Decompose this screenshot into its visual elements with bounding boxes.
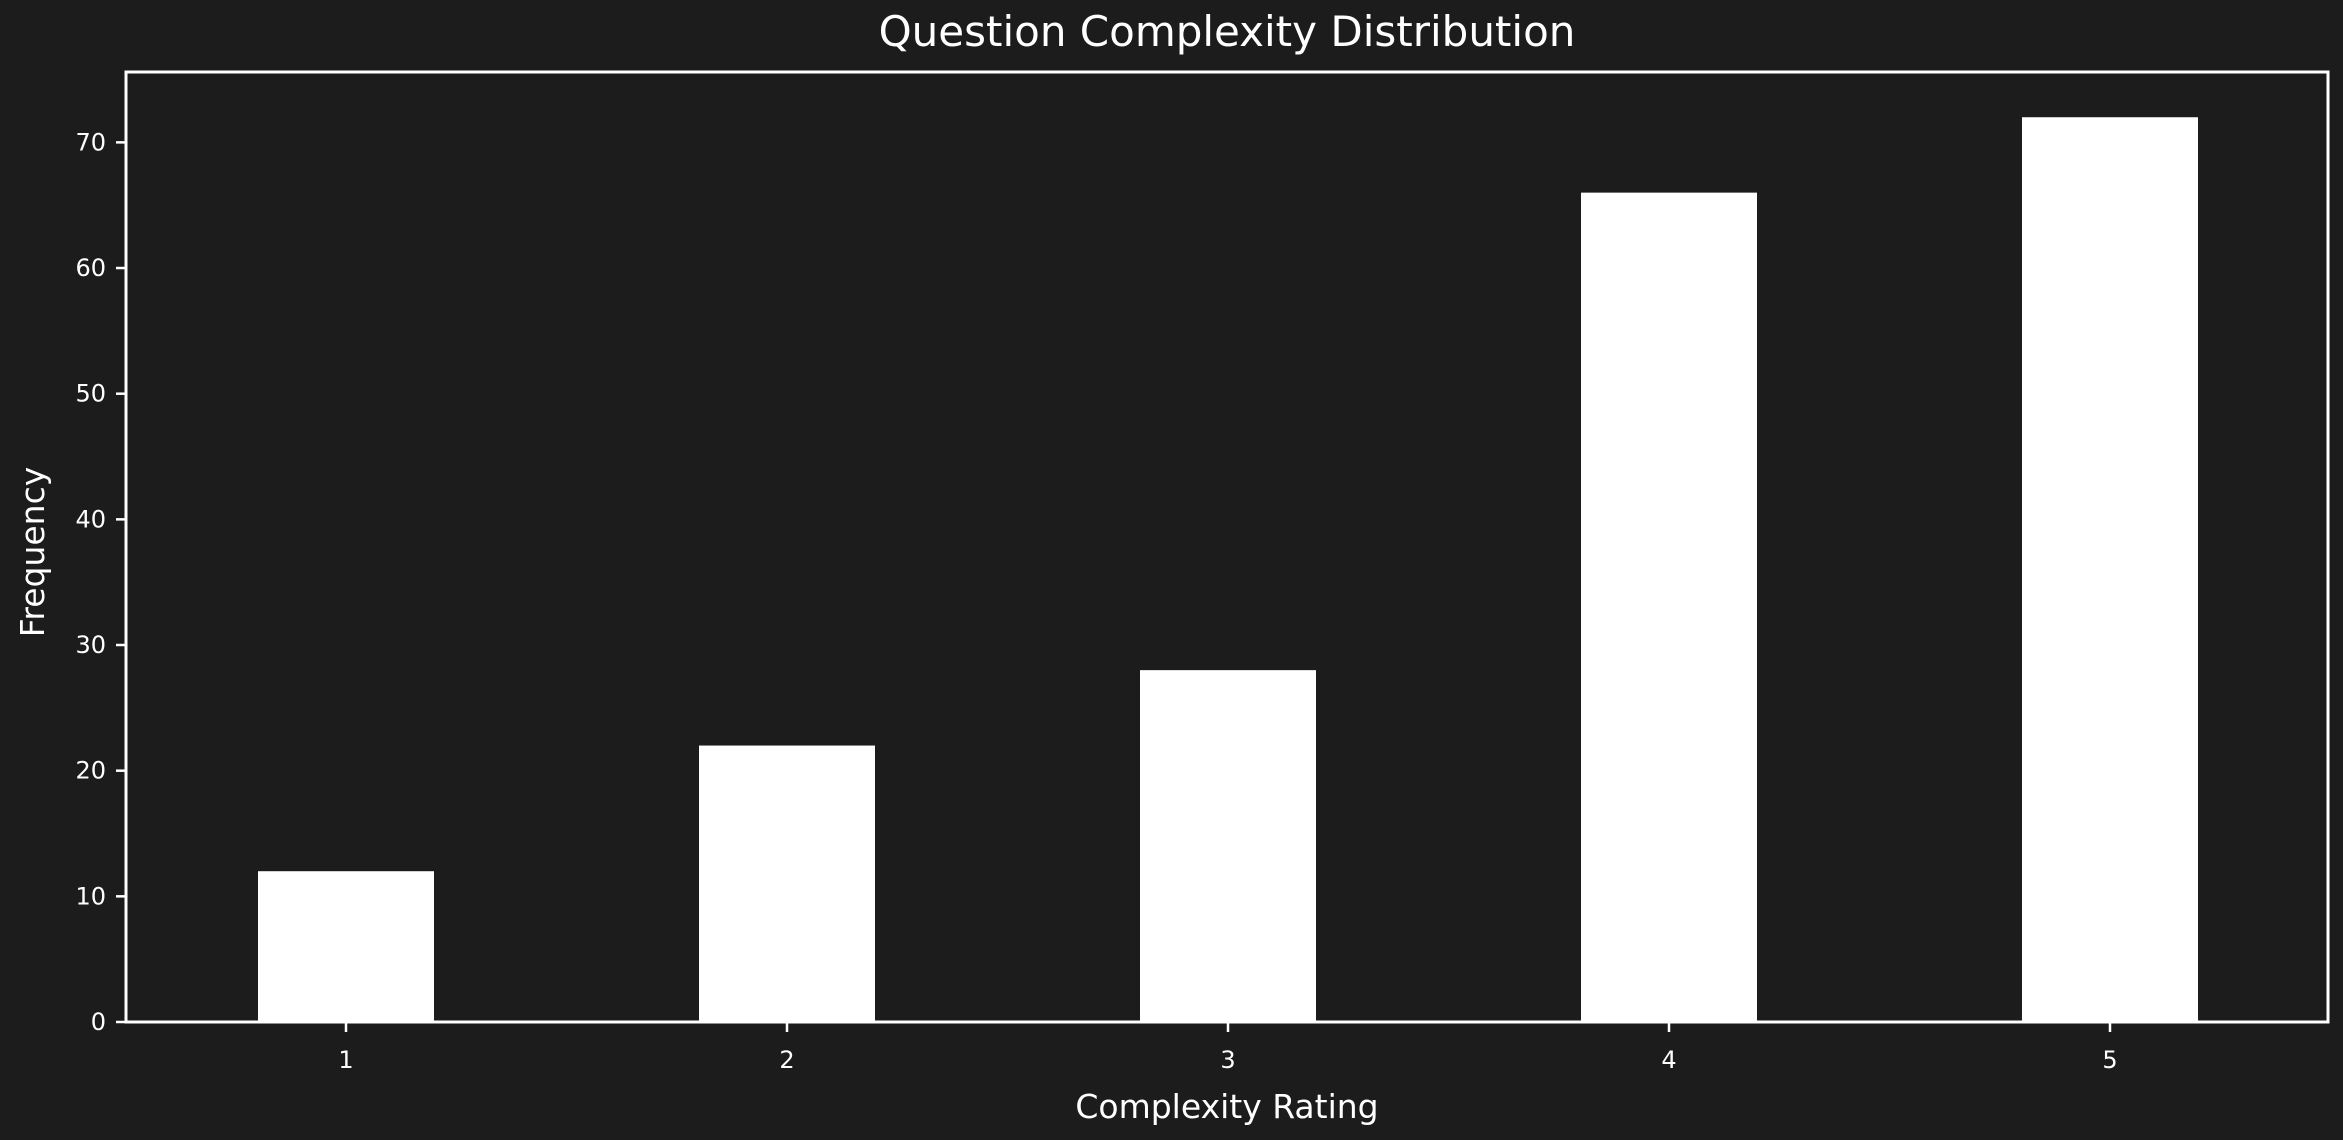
x-tick-label: 1 — [338, 1046, 353, 1074]
bars-group — [258, 117, 2198, 1023]
y-tick-label: 70 — [75, 128, 106, 156]
y-tick-label: 10 — [75, 882, 106, 910]
bar-4 — [1581, 192, 1757, 1023]
x-tick-label: 3 — [1220, 1046, 1235, 1074]
x-axis-ticks: 1 2 3 4 5 — [338, 1022, 2118, 1074]
y-axis-label: Frequency — [13, 467, 52, 637]
y-axis-ticks: 0 10 20 30 40 50 60 70 — [75, 128, 126, 1036]
y-tick-label: 30 — [75, 631, 106, 659]
bar-5 — [2022, 117, 2198, 1022]
y-tick-label: 50 — [75, 380, 106, 408]
y-tick-label: 60 — [75, 254, 106, 282]
y-tick-label: 0 — [91, 1008, 106, 1036]
x-tick-label: 5 — [2102, 1046, 2117, 1074]
bar-3 — [1140, 670, 1316, 1022]
x-axis-label: Complexity Rating — [1075, 1087, 1378, 1126]
x-tick-label: 4 — [1661, 1046, 1676, 1074]
chart-title: Question Complexity Distribution — [879, 7, 1576, 56]
x-tick-label: 2 — [779, 1046, 794, 1074]
bar-2 — [699, 745, 875, 1022]
y-tick-label: 40 — [75, 505, 106, 533]
bar-1 — [258, 871, 434, 1022]
y-tick-label: 20 — [75, 757, 106, 785]
